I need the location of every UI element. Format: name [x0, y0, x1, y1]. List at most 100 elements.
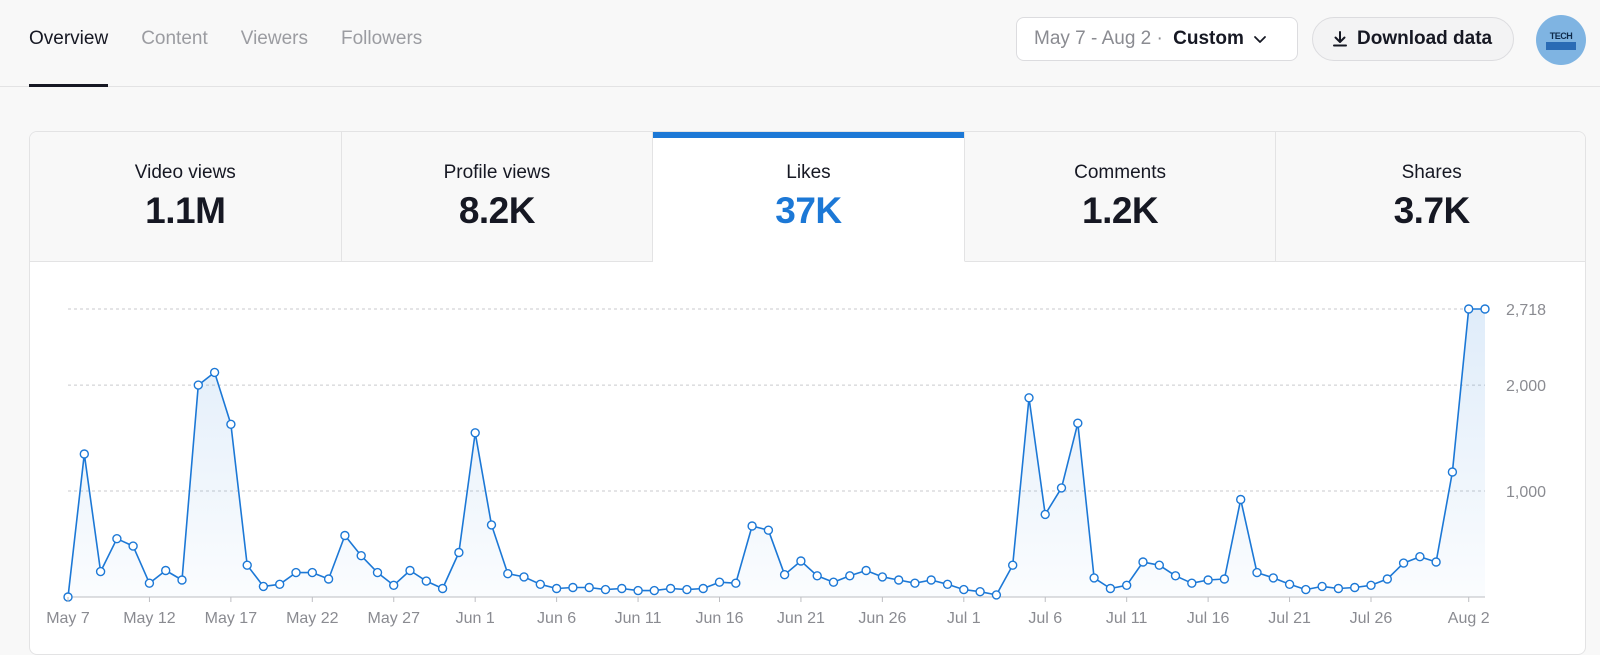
- data-point[interactable]: [959, 584, 969, 595]
- metric-video-views[interactable]: Video views 1.1M: [30, 132, 342, 262]
- data-point[interactable]: [340, 530, 350, 541]
- data-point[interactable]: [1056, 483, 1067, 493]
- data-point[interactable]: [584, 582, 594, 593]
- data-point[interactable]: [812, 571, 822, 581]
- data-point[interactable]: [926, 575, 936, 585]
- data-point[interactable]: [535, 579, 545, 589]
- data-point[interactable]: [942, 579, 953, 589]
- data-point[interactable]: [1284, 579, 1295, 589]
- data-point[interactable]: [991, 590, 1002, 600]
- data-point[interactable]: [1349, 582, 1360, 593]
- data-point[interactable]: [519, 572, 529, 582]
- data-point[interactable]: [682, 584, 692, 595]
- data-point[interactable]: [193, 380, 204, 390]
- metric-profile-views[interactable]: Profile views 8.2K: [341, 132, 654, 262]
- data-point[interactable]: [323, 574, 334, 584]
- data-point[interactable]: [714, 577, 725, 587]
- data-point[interactable]: [1121, 580, 1132, 590]
- data-point[interactable]: [1073, 418, 1083, 428]
- data-point[interactable]: [649, 585, 659, 596]
- data-point[interactable]: [1219, 574, 1230, 584]
- data-point[interactable]: [470, 428, 480, 438]
- avatar[interactable]: TECH: [1536, 15, 1586, 65]
- data-point[interactable]: [112, 534, 122, 544]
- data-point[interactable]: [405, 565, 415, 576]
- data-point[interactable]: [568, 582, 578, 593]
- data-point[interactable]: [1366, 580, 1376, 590]
- data-point[interactable]: [209, 367, 220, 378]
- data-point[interactable]: [437, 583, 448, 594]
- data-point[interactable]: [1317, 581, 1327, 592]
- data-point[interactable]: [372, 567, 383, 578]
- data-point[interactable]: [894, 575, 904, 585]
- data-point[interactable]: [747, 521, 757, 531]
- data-point[interactable]: [356, 551, 366, 561]
- tab-content[interactable]: Content: [141, 28, 208, 49]
- tab-followers[interactable]: Followers: [340, 28, 423, 49]
- data-point[interactable]: [731, 578, 741, 588]
- data-point[interactable]: [845, 571, 855, 581]
- data-point[interactable]: [1398, 558, 1409, 568]
- data-point[interactable]: [1170, 571, 1181, 581]
- data-point[interactable]: [1154, 560, 1165, 570]
- data-point[interactable]: [1268, 573, 1279, 583]
- data-point[interactable]: [1024, 393, 1034, 403]
- data-point[interactable]: [242, 560, 252, 570]
- data-point[interactable]: [1480, 304, 1490, 314]
- data-point[interactable]: [1415, 552, 1425, 562]
- data-point[interactable]: [128, 541, 138, 551]
- metric-shares[interactable]: Shares 3.7K: [1276, 132, 1585, 262]
- data-point[interactable]: [551, 583, 562, 594]
- data-point[interactable]: [617, 583, 627, 594]
- data-point[interactable]: [1252, 567, 1262, 578]
- data-point[interactable]: [1382, 574, 1393, 584]
- data-point[interactable]: [226, 419, 236, 429]
- date-range-dropdown[interactable]: May 7 - Aug 2 · Custom: [1016, 17, 1298, 61]
- data-point[interactable]: [503, 569, 513, 579]
- data-point[interactable]: [828, 577, 839, 587]
- data-point[interactable]: [454, 547, 464, 558]
- data-point[interactable]: [1089, 573, 1099, 583]
- data-point[interactable]: [1040, 509, 1050, 520]
- data-point[interactable]: [698, 583, 708, 594]
- data-point[interactable]: [1105, 583, 1116, 594]
- data-point[interactable]: [1301, 584, 1311, 595]
- data-point[interactable]: [421, 576, 431, 586]
- x-tick-label: Jun 16: [695, 610, 743, 627]
- data-point[interactable]: [258, 581, 269, 592]
- data-point[interactable]: [633, 585, 643, 596]
- data-point[interactable]: [910, 578, 920, 588]
- metric-likes[interactable]: Likes 37K: [653, 132, 965, 262]
- download-data-button[interactable]: Download data: [1312, 17, 1514, 61]
- data-point[interactable]: [486, 520, 497, 530]
- data-point[interactable]: [1203, 575, 1213, 585]
- data-point[interactable]: [275, 579, 285, 589]
- data-point[interactable]: [291, 567, 301, 578]
- data-point[interactable]: [177, 575, 187, 585]
- data-point[interactable]: [877, 572, 888, 582]
- data-point[interactable]: [1008, 560, 1018, 570]
- data-point[interactable]: [95, 566, 106, 577]
- data-point[interactable]: [1187, 578, 1197, 588]
- data-point[interactable]: [160, 565, 171, 576]
- data-point[interactable]: [79, 449, 90, 459]
- data-point[interactable]: [665, 583, 676, 594]
- data-point[interactable]: [1138, 557, 1148, 567]
- data-point[interactable]: [389, 580, 399, 590]
- data-point[interactable]: [1333, 583, 1344, 594]
- data-point[interactable]: [779, 570, 790, 580]
- data-point[interactable]: [1235, 494, 1246, 505]
- data-point[interactable]: [1463, 304, 1474, 314]
- data-point[interactable]: [1447, 467, 1458, 477]
- data-point[interactable]: [975, 587, 985, 597]
- tab-viewers[interactable]: Viewers: [240, 28, 308, 49]
- data-point[interactable]: [600, 584, 611, 595]
- data-point[interactable]: [861, 565, 871, 576]
- data-point[interactable]: [796, 556, 806, 566]
- tab-overview[interactable]: Overview: [29, 0, 109, 87]
- data-point[interactable]: [763, 525, 774, 535]
- data-point[interactable]: [1431, 557, 1441, 567]
- metric-comments[interactable]: Comments 1.2K: [964, 132, 1277, 262]
- data-point[interactable]: [307, 567, 317, 578]
- data-point[interactable]: [144, 578, 155, 588]
